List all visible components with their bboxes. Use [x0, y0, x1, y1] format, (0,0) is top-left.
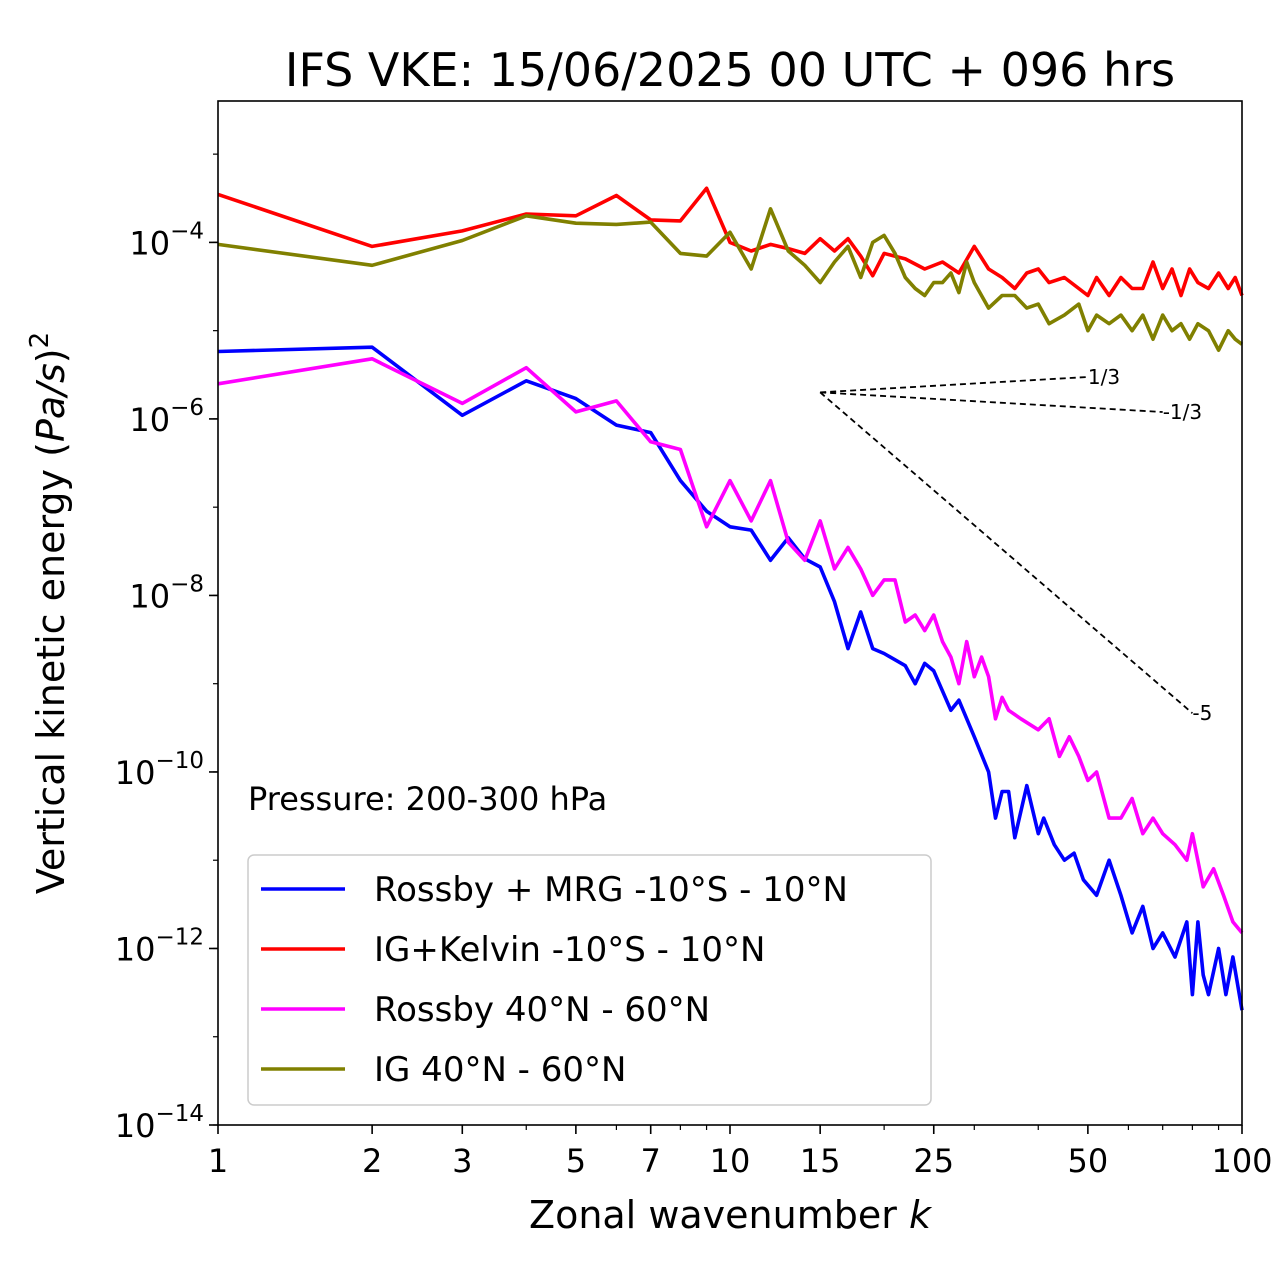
- y-tick-label: 10−8: [129, 571, 204, 615]
- x-tick-label: 3: [452, 1142, 472, 1180]
- reference-slope-label: 1/3: [1088, 365, 1120, 389]
- series-layer: [217, 186, 1244, 1011]
- x-axis: 1 2 3 5 7 10 15 25 50 100: [208, 1125, 1273, 1180]
- reference-slope-label: -5: [1192, 701, 1212, 725]
- y-tick-label: 10−4: [129, 218, 204, 262]
- legend-label: IG 40°N - 60°N: [374, 1050, 626, 1090]
- legend-label: IG+Kelvin -10°S - 10°N: [374, 930, 765, 970]
- legend-label: Rossby + MRG -10°S - 10°N: [374, 870, 848, 910]
- reference-slopes: 1/3 -1/3 -5: [819, 365, 1212, 725]
- x-tick-label: 7: [641, 1142, 661, 1180]
- reference-slope-line: [820, 391, 1163, 413]
- series-line-1: [217, 186, 1244, 298]
- x-tick-label: 2: [362, 1142, 382, 1180]
- y-tick-label: 10−10: [115, 748, 204, 792]
- legend-box: [247, 854, 932, 1106]
- x-tick-label: 25: [913, 1142, 954, 1180]
- reference-slope-label: -1/3: [1163, 400, 1202, 424]
- pressure-annotation: Pressure: 200-300 hPa: [248, 780, 607, 818]
- x-tick-label: 100: [1211, 1142, 1272, 1180]
- y-tick-label: 10−12: [115, 924, 204, 968]
- x-tick-label: 1: [208, 1142, 228, 1180]
- reference-slope-line: [819, 391, 1193, 714]
- legend-label: Rossby 40°N - 60°N: [374, 990, 710, 1030]
- y-tick-label: 10−14: [115, 1101, 204, 1145]
- series-line-3: [217, 207, 1244, 352]
- series-line-0: [217, 345, 1244, 1011]
- y-axis-label: Vertical kinetic energy (Pa/s)2: [25, 332, 73, 894]
- series-line-2: [217, 357, 1244, 935]
- y-axis: 10−4 10−6 10−8 10−10 10−12 10−14: [115, 153, 218, 1145]
- y-tick-label: 10−6: [129, 395, 204, 439]
- x-tick-label: 15: [800, 1142, 841, 1180]
- x-axis-label: Zonal wavenumber k: [529, 1193, 933, 1237]
- reference-slope-line: [820, 376, 1088, 394]
- x-tick-label: 5: [566, 1142, 586, 1180]
- x-tick-label: 10: [710, 1142, 751, 1180]
- x-tick-label: 50: [1068, 1142, 1109, 1180]
- legend: Rossby + MRG -10°S - 10°N IG+Kelvin -10°S…: [247, 854, 932, 1106]
- chart-title: IFS VKE: 15/06/2025 00 UTC + 096 hrs: [285, 43, 1175, 97]
